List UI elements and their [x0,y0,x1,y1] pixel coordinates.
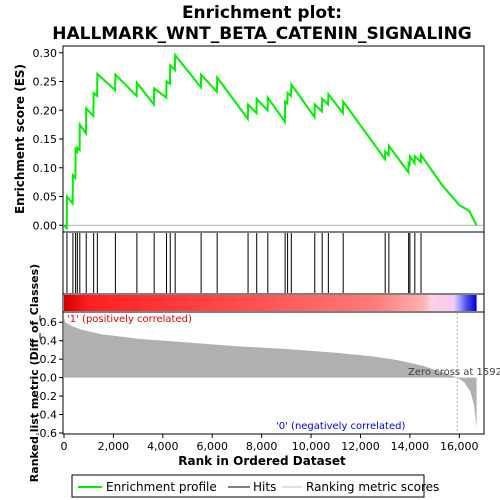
es-y-axis-label: Enrichment score (ES) [13,64,27,214]
enrichment-profile-line [63,52,478,231]
es-tick-label: 0.30 [33,47,58,60]
chart-title-line1: Enrichment plot: [182,3,342,23]
x-tick-label: 2,000 [98,440,130,453]
metric-y-axis: -0.6 -0.4 -0.2 0.0 0.2 0.4 0.6 [36,316,63,440]
x-axis-label: Rank in Ordered Dataset [178,454,346,468]
x-tick-label: 0 [61,440,68,453]
positive-correlation-label: '1' (positively correlated) [67,314,192,325]
metric-tick-label: -0.6 [36,427,57,440]
metric-tick-label: 0.2 [40,353,58,366]
metric-tick-label: 0.6 [40,316,58,329]
es-tick-label: 0.10 [33,162,58,175]
x-tick-label: 16,000 [440,440,479,453]
legend-es-label: Enrichment profile [106,480,217,494]
es-panel [62,45,485,233]
es-tick-label: 0.00 [33,219,58,232]
es-tick-label: 0.05 [33,191,58,204]
x-tick-label: 12,000 [341,440,380,453]
es-tick-label: 0.15 [33,133,58,146]
chart-title-line2: HALLMARK_WNT_BETA_CATENIN_SIGNALING [52,24,472,44]
x-axis: 0 2,000 4,000 6,000 8,000 10,000 12,000 14,000 1… [61,434,479,453]
negative-correlation-label: '0' (negatively correlated) [276,421,405,432]
x-tick-label: 14,000 [391,440,430,453]
legend-metric-label: Ranking metric scores [306,480,439,494]
ranking-metric-area [64,317,477,429]
x-tick-label: 8,000 [246,440,278,453]
zero-cross-label: Zero cross at 1592 [408,367,500,378]
rank-colorbar [64,295,477,311]
metric-tick-label: 0.4 [40,335,58,348]
es-tick-label: 0.20 [33,104,58,117]
legend: Enrichment profile Hits Ranking metric s… [71,474,439,498]
metric-tick-label: -0.4 [36,409,57,422]
legend-hits-label: Hits [253,480,276,494]
es-y-axis: 0.00 0.05 0.10 0.15 0.20 0.25 0.30 [33,47,63,232]
hits-panel [62,231,485,295]
metric-tick-label: 0.0 [40,372,58,385]
x-tick-label: 10,000 [292,440,331,453]
es-tick-label: 0.25 [33,76,58,89]
metric-y-axis-label: Ranked list metric (Diff_of_Classes) [28,264,41,482]
hits-markers [66,233,422,293]
legend-box [71,474,425,498]
x-tick-label: 6,000 [196,440,228,453]
x-tick-label: 4,000 [147,440,179,453]
metric-tick-label: -0.2 [36,390,57,403]
